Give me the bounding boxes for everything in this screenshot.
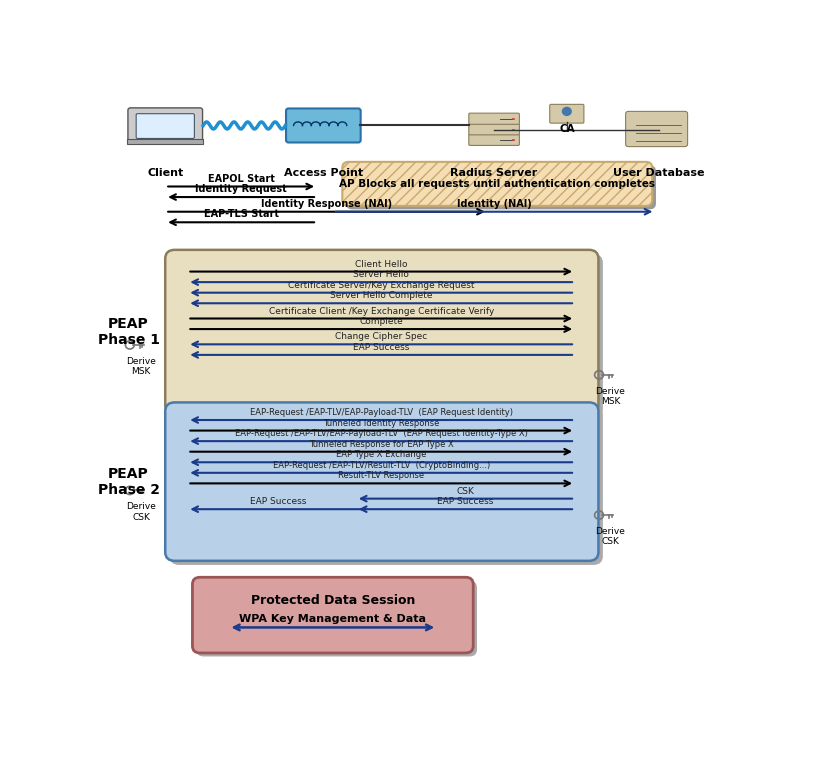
Text: PEAP
Phase 1: PEAP Phase 1 (98, 317, 160, 347)
FancyBboxPatch shape (468, 134, 519, 146)
FancyBboxPatch shape (193, 578, 473, 653)
Text: Tunneled Response for EAP Type X: Tunneled Response for EAP Type X (308, 440, 454, 449)
Text: EAP-Request /EAP-TLV/EAP-Payload-TLV  (EAP Request Identity): EAP-Request /EAP-TLV/EAP-Payload-TLV (EA… (250, 408, 512, 417)
Text: Tunneled Identity Response: Tunneled Identity Response (323, 418, 439, 427)
Text: PEAP
Phase 2: PEAP Phase 2 (98, 466, 160, 497)
Text: Derive
CSK: Derive CSK (126, 502, 156, 521)
FancyBboxPatch shape (626, 111, 688, 146)
Text: CA: CA (559, 123, 574, 133)
FancyBboxPatch shape (343, 162, 652, 206)
Text: EAP-Request /EAP-TLV/EAP-Payload-TLV  (EAP Request Identity-Type X): EAP-Request /EAP-TLV/EAP-Payload-TLV (EA… (235, 429, 528, 438)
FancyBboxPatch shape (196, 581, 477, 657)
FancyBboxPatch shape (165, 402, 598, 561)
FancyBboxPatch shape (286, 108, 361, 142)
Text: Client Hello: Client Hello (355, 260, 407, 269)
Text: Derive
MSK: Derive MSK (596, 386, 625, 406)
Text: Server Hello Complete: Server Hello Complete (330, 291, 432, 300)
Text: Change Cipher Spec: Change Cipher Spec (335, 332, 428, 341)
FancyBboxPatch shape (165, 250, 598, 415)
Text: EAP Success: EAP Success (353, 343, 410, 352)
Text: Derive
CSK: Derive CSK (596, 527, 625, 546)
Text: Client: Client (147, 168, 184, 178)
FancyBboxPatch shape (136, 114, 194, 139)
Text: Complete: Complete (359, 317, 403, 326)
Text: EAP Success: EAP Success (437, 498, 494, 506)
Text: AP Blocks all requests until authentication completes: AP Blocks all requests until authenticat… (339, 179, 655, 189)
Text: Result-TLV Response: Result-TLV Response (338, 472, 424, 481)
Text: CSK: CSK (456, 487, 474, 496)
Text: EAP-Request /EAP-TLV/Result-TLV  (CryptoBinding...): EAP-Request /EAP-TLV/Result-TLV (CryptoB… (273, 461, 490, 470)
Text: Access Point: Access Point (284, 168, 363, 178)
Text: WPA Key Management & Data: WPA Key Management & Data (239, 614, 426, 624)
FancyBboxPatch shape (468, 113, 519, 124)
Circle shape (561, 107, 572, 116)
Text: Certificate Client /Key Exchange Certificate Verify: Certificate Client /Key Exchange Certifi… (268, 306, 494, 315)
Text: Radius Server: Radius Server (450, 168, 538, 178)
FancyBboxPatch shape (468, 123, 519, 135)
Text: EAP Type X Exchange: EAP Type X Exchange (336, 450, 427, 459)
FancyBboxPatch shape (550, 104, 584, 123)
Text: User Database: User Database (613, 168, 704, 178)
Text: EAPOL Start: EAPOL Start (208, 174, 274, 184)
Text: Identity Response (NAI): Identity Response (NAI) (261, 199, 392, 209)
Text: Derive
MSK: Derive MSK (126, 357, 156, 376)
Text: Protected Data Session: Protected Data Session (251, 594, 415, 607)
Text: EAP-TLS Start: EAP-TLS Start (204, 210, 278, 219)
FancyBboxPatch shape (127, 139, 203, 144)
Text: Certificate Server/Key Exchange Request: Certificate Server/Key Exchange Request (288, 280, 474, 290)
FancyBboxPatch shape (128, 108, 202, 143)
Text: Identity (NAI): Identity (NAI) (457, 199, 531, 209)
Text: Server Hello: Server Hello (353, 271, 409, 279)
FancyBboxPatch shape (346, 165, 656, 210)
FancyBboxPatch shape (170, 254, 603, 418)
Text: Identity Request: Identity Request (195, 184, 287, 194)
FancyBboxPatch shape (170, 406, 603, 565)
Text: EAP Success: EAP Success (250, 498, 306, 506)
